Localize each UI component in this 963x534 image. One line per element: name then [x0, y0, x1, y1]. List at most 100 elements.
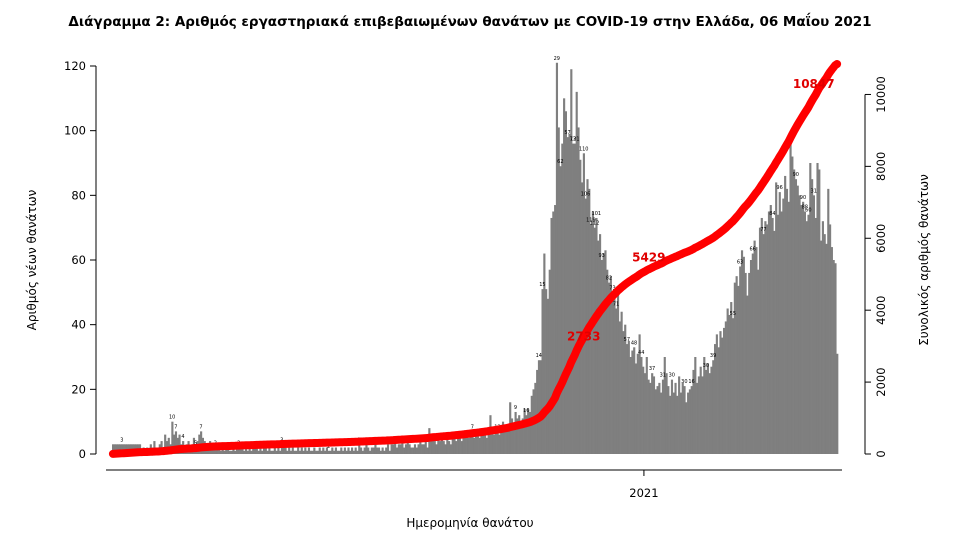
daily-bar: [586, 179, 589, 455]
daily-bar: [514, 411, 517, 454]
daily-bar: [219, 450, 222, 454]
daily-bar: [345, 450, 348, 454]
daily-bar: [834, 263, 837, 454]
daily-bar: [324, 450, 327, 454]
daily-bar: [523, 408, 526, 454]
daily-bar: [257, 450, 260, 454]
daily-bar: [223, 450, 226, 454]
daily-bar: [782, 198, 785, 454]
daily-bar: [670, 379, 674, 454]
daily-bar: [300, 447, 303, 454]
daily-bar: [733, 282, 736, 454]
daily-bar: [667, 386, 670, 454]
left-tick-label: 0: [79, 447, 86, 461]
daily-bar: [491, 431, 494, 454]
daily-bar: [715, 334, 718, 454]
daily-bar: [771, 217, 774, 454]
daily-bar: [706, 363, 709, 454]
daily-bar: [802, 201, 805, 454]
daily-bar: [590, 224, 593, 454]
daily-bar: [379, 450, 382, 454]
daily-bar: [338, 450, 341, 454]
daily-bar: [570, 69, 573, 454]
daily-bar: [173, 434, 176, 454]
daily-bar: [473, 437, 476, 454]
daily-bar: [694, 357, 697, 454]
daily-bar: [510, 418, 514, 454]
daily-bar: [793, 169, 796, 454]
daily-bar: [755, 247, 758, 454]
daily-bar: [270, 450, 273, 454]
bottom-tick-label: 2021: [629, 486, 658, 500]
daily-bar: [640, 357, 643, 454]
daily-bar: [214, 447, 217, 454]
daily-bar: [478, 437, 481, 454]
daily-bar: [113, 444, 116, 454]
daily-bar: [333, 450, 336, 454]
daily-bar: [367, 447, 370, 454]
daily-bar: [575, 91, 578, 455]
daily-bar: [701, 376, 704, 454]
cumulative-value-label: 2733: [567, 330, 600, 344]
daily-bar: [462, 437, 465, 454]
daily-bar: [498, 434, 501, 454]
daily-bar: [437, 434, 440, 454]
cumulative-line-layer: [108, 60, 842, 458]
daily-bar: [503, 428, 506, 454]
daily-bar: [466, 434, 469, 454]
daily-bar: [812, 195, 815, 454]
daily-bar: [550, 217, 553, 454]
daily-bar: [313, 447, 316, 454]
daily-bar: [633, 347, 636, 454]
daily-value-label: 15: [539, 282, 545, 288]
daily-bar: [347, 447, 350, 454]
daily-value-label: 66: [749, 247, 755, 253]
daily-bar: [629, 357, 632, 454]
chart-title: Διάγραμμα 2: Αριθμός εργαστηριακά επιβεβ…: [68, 12, 871, 30]
daily-bar: [376, 447, 379, 454]
daily-bar: [681, 382, 684, 454]
daily-bar: [561, 143, 564, 454]
daily-bar: [784, 175, 787, 454]
daily-bar: [227, 447, 230, 454]
cumulative-value-label: 10847: [793, 77, 835, 91]
daily-bar: [200, 431, 203, 454]
daily-bar: [776, 214, 780, 454]
daily-bar: [624, 324, 627, 454]
daily-bar: [262, 447, 266, 454]
daily-bar: [563, 98, 566, 454]
daily-bar: [404, 444, 408, 454]
daily-value-label: 44: [638, 350, 644, 356]
daily-bar: [818, 169, 821, 454]
daily-bar: [731, 318, 735, 454]
daily-bar: [343, 447, 346, 454]
daily-bar: [307, 447, 311, 454]
daily-bar: [775, 182, 778, 454]
daily-bar: [288, 447, 291, 454]
daily-bar: [697, 376, 700, 454]
right-tick-label: 6000: [874, 224, 888, 253]
daily-bar: [796, 185, 799, 454]
daily-bar: [651, 373, 654, 454]
daily-bar: [714, 344, 717, 454]
left-tick-label: 20: [71, 382, 86, 396]
daily-bar: [773, 230, 776, 454]
daily-value-label: 37: [649, 366, 655, 372]
daily-bar: [386, 444, 390, 454]
daily-bar: [593, 227, 596, 454]
daily-bar: [615, 308, 618, 454]
daily-bar: [674, 382, 677, 454]
daily-value-label: 57: [624, 337, 630, 343]
daily-bar: [543, 253, 546, 454]
daily-bar: [476, 434, 479, 454]
daily-bar: [243, 450, 246, 454]
daily-bar: [413, 444, 417, 454]
daily-bar: [304, 447, 307, 454]
daily-bar: [246, 450, 249, 454]
daily-bar: [518, 415, 521, 454]
daily-value-label: 119: [586, 217, 596, 223]
daily-bar: [271, 450, 275, 454]
daily-bar: [253, 444, 257, 454]
daily-bar: [412, 447, 415, 454]
